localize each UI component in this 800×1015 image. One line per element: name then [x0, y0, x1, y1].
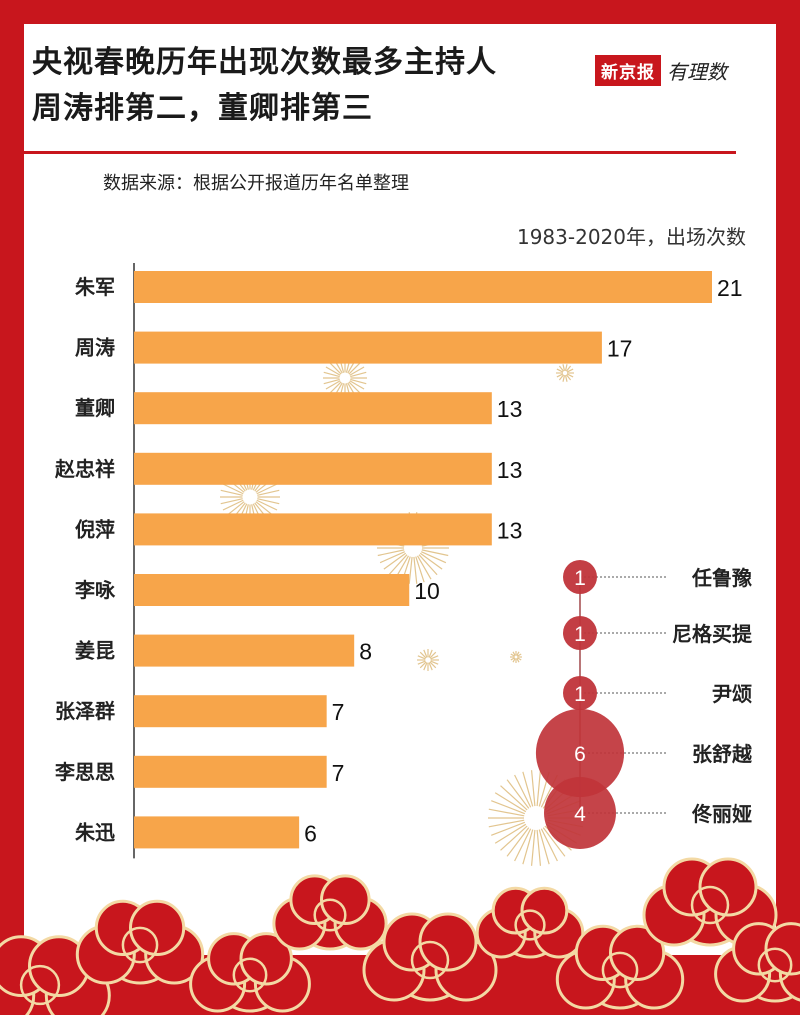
bubble-name-label: 尼格买提 [672, 622, 753, 646]
category-label: 李思思 [54, 760, 115, 784]
firework-icon [417, 649, 439, 671]
bubble-value-label: 1 [574, 567, 586, 590]
category-label: 董卿 [75, 396, 115, 420]
bar [134, 452, 492, 485]
bar [134, 271, 712, 303]
unit-note: 1983-2020年，出场次数 [516, 225, 746, 249]
bubble-name-label: 张舒越 [692, 742, 753, 766]
value-label: 13 [497, 396, 523, 422]
bar [134, 634, 355, 667]
value-label: 13 [497, 457, 523, 483]
cloud-icon [475, 886, 585, 959]
value-label: 7 [332, 760, 345, 786]
logo-main-text: 新京报 [595, 55, 661, 86]
category-label: 姜昆 [75, 639, 115, 663]
value-label: 8 [359, 639, 372, 665]
category-label: 李咏 [74, 578, 116, 602]
bubble-name-label: 佟丽娅 [691, 802, 752, 826]
cloud-decoration-band [0, 857, 800, 1015]
firework-icon [510, 651, 522, 663]
bubble-name-label: 任鲁豫 [691, 566, 752, 590]
firework-decorations [220, 356, 584, 866]
cloud-icon [189, 932, 311, 1013]
bar [134, 331, 602, 364]
title-line-2: 周涛排第二，董卿排第三 [32, 91, 373, 126]
brand-logo: 新京报 有理数 [595, 55, 727, 86]
category-label: 倪萍 [75, 517, 115, 541]
bar [134, 695, 327, 728]
value-label: 21 [717, 275, 743, 301]
category-label: 朱迅 [75, 820, 115, 844]
bubble-value-label: 6 [574, 743, 586, 766]
bar [134, 392, 492, 425]
title-line-1: 央视春晚历年出现次数最多主持人 [32, 45, 497, 80]
firework-icon [556, 364, 574, 382]
cloud-icon [272, 874, 388, 951]
bubble-value-label: 1 [574, 623, 586, 646]
cloud-icon [714, 922, 800, 1003]
data-source-note: 数据来源：根据公开报道历年名单整理 [103, 173, 409, 194]
cloud-icon [642, 857, 778, 947]
value-label: 17 [607, 336, 633, 362]
value-label: 7 [332, 699, 345, 725]
bubble [563, 616, 597, 650]
bar [134, 755, 327, 788]
bubble-value-label: 1 [574, 683, 586, 706]
bubble-name-label: 尹颂 [712, 682, 752, 706]
bubble [563, 676, 597, 710]
bubble [544, 777, 616, 849]
category-label: 周涛 [75, 336, 115, 360]
category-label: 赵忠祥 [54, 457, 115, 481]
category-label: 朱军 [75, 275, 115, 299]
cloud-icon [362, 912, 498, 1002]
bar [134, 816, 300, 849]
bubble-value-label: 4 [574, 803, 586, 826]
value-label: 10 [414, 578, 440, 604]
bar [134, 574, 410, 606]
value-label: 6 [304, 820, 317, 846]
value-label: 13 [497, 517, 523, 543]
cloud-icon [0, 935, 111, 1015]
bar [134, 513, 492, 546]
logo-sub-text: 有理数 [667, 60, 727, 84]
chart-title: 央视春晚历年出现次数最多主持人 周涛排第二，董卿排第三 [32, 40, 497, 132]
cloud-icon [555, 924, 685, 1010]
cloud-icon [75, 899, 205, 985]
title-divider [24, 151, 736, 154]
category-label: 张泽群 [55, 699, 115, 723]
bubble [535, 708, 625, 798]
bubble [563, 560, 597, 594]
